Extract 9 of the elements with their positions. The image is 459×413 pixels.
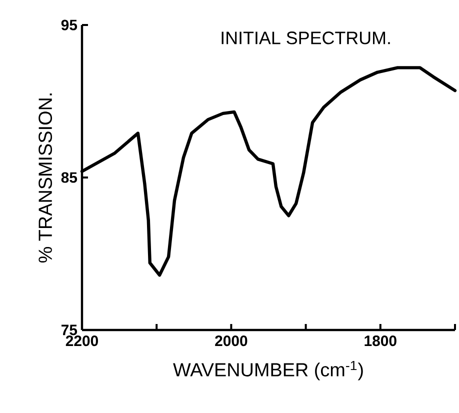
y-tick-label: 95	[61, 20, 78, 30]
y-tick-label: 75	[62, 324, 78, 336]
chart-title: INITIAL SPECTRUM.	[222, 32, 390, 44]
x-axis-title: WAVENUMBER (cm$^{-1}$)	[173, 360, 363, 380]
y-tick-label: 85	[61, 172, 78, 183]
y-axis-title: % TRANSMISSION.	[38, 94, 52, 263]
x-tick-label: 1800	[364, 336, 396, 346]
x-tick-label: 2200	[66, 336, 98, 346]
x-tick-label: 2000	[215, 336, 248, 346]
